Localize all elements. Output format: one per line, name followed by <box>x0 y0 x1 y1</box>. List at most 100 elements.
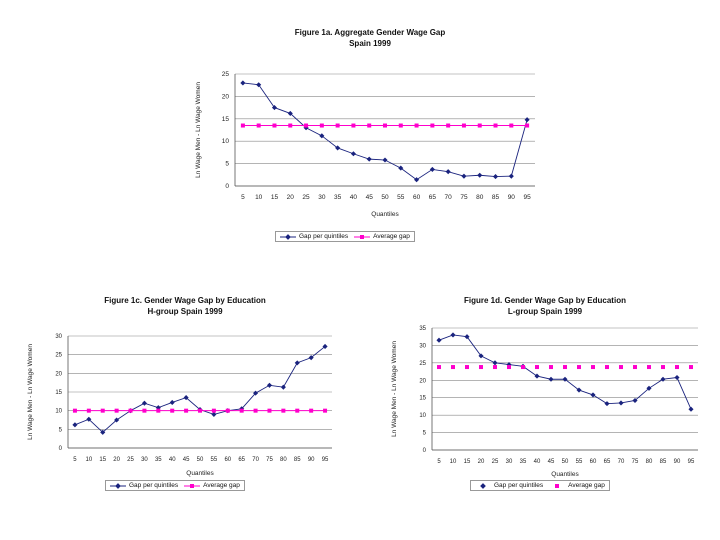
x-tick-label: 95 <box>688 459 695 465</box>
data-point-average <box>451 365 455 370</box>
x-axis-label: Quantiles <box>371 211 399 218</box>
x-tick-label: 15 <box>464 459 471 465</box>
data-point-average <box>493 123 498 128</box>
legend-avg-marker-icon <box>354 234 371 239</box>
legend-avg-marker-icon <box>184 483 201 488</box>
x-tick-label: 80 <box>280 457 287 463</box>
x-tick-label: 70 <box>445 194 453 201</box>
data-point-average <box>367 123 372 128</box>
data-point-average <box>446 123 451 128</box>
x-tick-label: 60 <box>590 459 597 465</box>
x-tick-label: 30 <box>506 459 513 465</box>
y-tick-label: 15 <box>55 390 62 396</box>
x-tick-label: 80 <box>646 459 653 465</box>
x-tick-label: 60 <box>224 457 231 463</box>
data-point-average <box>675 365 679 370</box>
legend-item-gap: Gap per quintiles <box>280 233 348 240</box>
x-tick-label: 55 <box>576 459 583 465</box>
x-tick-label: 30 <box>318 194 326 201</box>
data-point-average <box>414 123 419 128</box>
y-tick-label: 30 <box>419 343 426 349</box>
data-point-gap <box>548 376 554 382</box>
y-tick-label: 20 <box>419 378 426 384</box>
x-tick-label: 30 <box>141 457 148 463</box>
data-point-gap <box>674 374 680 381</box>
x-tick-label: 35 <box>155 457 162 463</box>
grid <box>432 327 698 451</box>
data-point-average <box>295 408 300 413</box>
data-point-gap <box>271 105 278 111</box>
data-point-average <box>86 408 91 413</box>
x-tick-label: 20 <box>287 194 295 201</box>
data-point-gap <box>464 334 470 340</box>
x-tick-label: 50 <box>562 459 569 465</box>
y-tick-label: 30 <box>55 334 62 340</box>
y-tick-label: 20 <box>222 93 230 100</box>
x-tick-label: 40 <box>350 194 358 201</box>
legend-label: Gap per quintiles <box>129 482 179 489</box>
data-point-gap <box>72 422 78 428</box>
data-point-average <box>605 365 609 370</box>
data-point-gap <box>576 387 582 393</box>
data-point-average <box>437 365 441 370</box>
x-tick-label: 65 <box>429 194 437 201</box>
data-point-average <box>577 365 581 370</box>
data-point-average <box>477 123 482 128</box>
data-point-gap <box>169 399 175 405</box>
x-tick-label: 95 <box>322 457 329 463</box>
chart-panel-1a: Figure 1a. Aggregate Gender Wage Gap Spa… <box>190 28 550 248</box>
x-tick-label: 50 <box>197 457 204 463</box>
x-tick-label: 60 <box>413 194 421 201</box>
x-tick-label: 10 <box>450 459 457 465</box>
y-tick-label: 5 <box>59 427 63 433</box>
data-point-average <box>525 123 530 128</box>
data-point-average <box>288 123 293 128</box>
data-point-gap <box>590 392 596 398</box>
x-tick-label: 85 <box>492 194 500 201</box>
data-point-average <box>430 123 435 128</box>
y-tick-label: 0 <box>225 183 229 190</box>
legend-label: Average gap <box>203 482 240 489</box>
x-axis-label: Quantiles <box>551 471 579 478</box>
data-point-average <box>114 408 119 413</box>
data-point-average <box>142 408 147 413</box>
x-tick-label: 5 <box>241 194 245 201</box>
legend-gap-marker-icon <box>280 233 296 240</box>
chart-subtitle: Spain 1999 <box>349 39 391 48</box>
x-tick-label: 10 <box>85 457 92 463</box>
data-point-average <box>521 365 525 370</box>
chart-title: Figure 1c. Gender Wage Gap by Education <box>104 296 266 305</box>
x-tick-label: 40 <box>534 459 541 465</box>
x-tick-label: 75 <box>266 457 273 463</box>
y-tick-label: 10 <box>419 413 426 419</box>
y-tick-label: 35 <box>419 326 426 332</box>
data-point-average <box>323 408 328 413</box>
x-tick-label: 45 <box>548 459 555 465</box>
x-tick-label: 55 <box>211 457 218 463</box>
x-tick-label: 20 <box>478 459 485 465</box>
data-point-average <box>272 123 277 128</box>
grid <box>68 335 332 449</box>
data-point-gap <box>461 173 467 179</box>
data-point-average <box>225 408 230 413</box>
data-point-average <box>304 123 309 128</box>
x-tick-label: 15 <box>99 457 106 463</box>
x-tick-label: 45 <box>183 457 190 463</box>
y-tick-label: 10 <box>222 138 230 145</box>
chart-subtitle: L-group Spain 1999 <box>507 307 583 316</box>
data-point-gap <box>240 80 246 86</box>
data-point-average <box>156 408 161 413</box>
data-point-gap <box>688 406 694 412</box>
data-point-average <box>281 408 286 413</box>
data-point-average <box>661 365 665 370</box>
legend-label: Gap per quintiles <box>299 233 349 240</box>
x-tick-label: 85 <box>294 457 301 463</box>
data-point-gap <box>618 400 624 406</box>
x-tick-label: 45 <box>366 194 374 201</box>
data-point-gap <box>436 337 442 343</box>
x-tick-label: 65 <box>604 459 611 465</box>
x-tick-label: 35 <box>520 459 527 465</box>
y-tick-label: 10 <box>55 409 62 415</box>
y-tick-label: 5 <box>225 161 229 168</box>
x-tick-label: 90 <box>674 459 681 465</box>
